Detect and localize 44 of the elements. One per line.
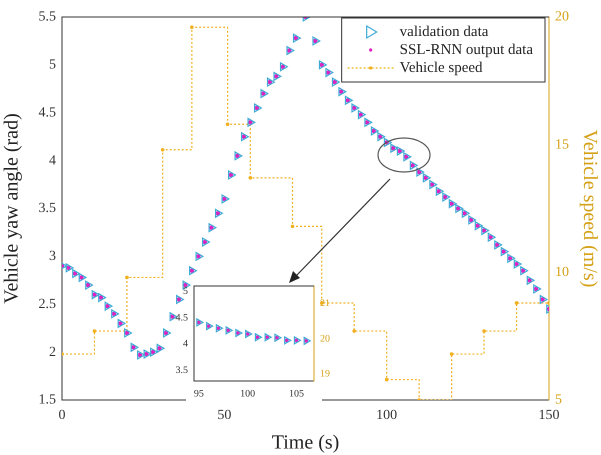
point <box>284 336 292 344</box>
y-tick-label: 3.5 <box>38 201 56 216</box>
y-tick-label: 5 <box>49 58 56 73</box>
y-tick-label: 2 <box>49 344 56 360</box>
point <box>235 328 243 338</box>
y2-tick-label: 5 <box>555 392 562 408</box>
x-tick-label: 95 <box>194 388 204 400</box>
point <box>196 318 204 326</box>
legend-label: validation data <box>400 24 489 40</box>
x-tick-label: 100 <box>376 408 398 424</box>
x-tick-label: 0 <box>58 408 66 424</box>
point <box>254 333 262 342</box>
point <box>226 326 233 334</box>
point <box>206 322 214 330</box>
y-tick-label: 4.5 <box>38 105 56 120</box>
y2-tick-label: 20 <box>555 10 569 25</box>
y-tick-label: 4.5 <box>176 312 188 324</box>
point <box>245 330 252 338</box>
point <box>274 334 282 342</box>
y-tick-label: 4 <box>49 153 56 168</box>
point <box>294 336 302 344</box>
y-tick-label: 5 <box>183 286 188 297</box>
point <box>304 336 311 345</box>
point <box>216 324 223 332</box>
x-tick-label: 50 <box>217 408 232 424</box>
y2-tick-label: 20 <box>320 333 330 344</box>
y-tick-label: 5.5 <box>38 10 56 25</box>
x-tick-label: 100 <box>240 388 256 400</box>
x-tick-label: 105 <box>288 388 304 400</box>
x-axis-title: Time (s) <box>272 431 340 454</box>
y2-tick-label: 15 <box>555 137 569 152</box>
y-tick-label: 2.5 <box>38 296 56 312</box>
y-tick-label: 1.5 <box>38 392 56 408</box>
y-tick-label: 3.5 <box>176 365 188 376</box>
y2-axis-title: Vehicle speed (m/s) <box>578 130 601 288</box>
legend-label: SSL-RNN output data <box>400 42 534 58</box>
y-axis-title: Vehicle yaw angle (rad) <box>0 113 22 304</box>
y2-tick-label: 19 <box>320 368 330 380</box>
x-tick-label: 150 <box>538 408 560 424</box>
y-tick-label: 3 <box>49 249 56 264</box>
point <box>264 333 272 342</box>
y-tick-label: 4 <box>183 338 188 350</box>
y2-tick-label: 10 <box>555 265 569 280</box>
legend-label: Vehicle speed <box>400 60 484 76</box>
